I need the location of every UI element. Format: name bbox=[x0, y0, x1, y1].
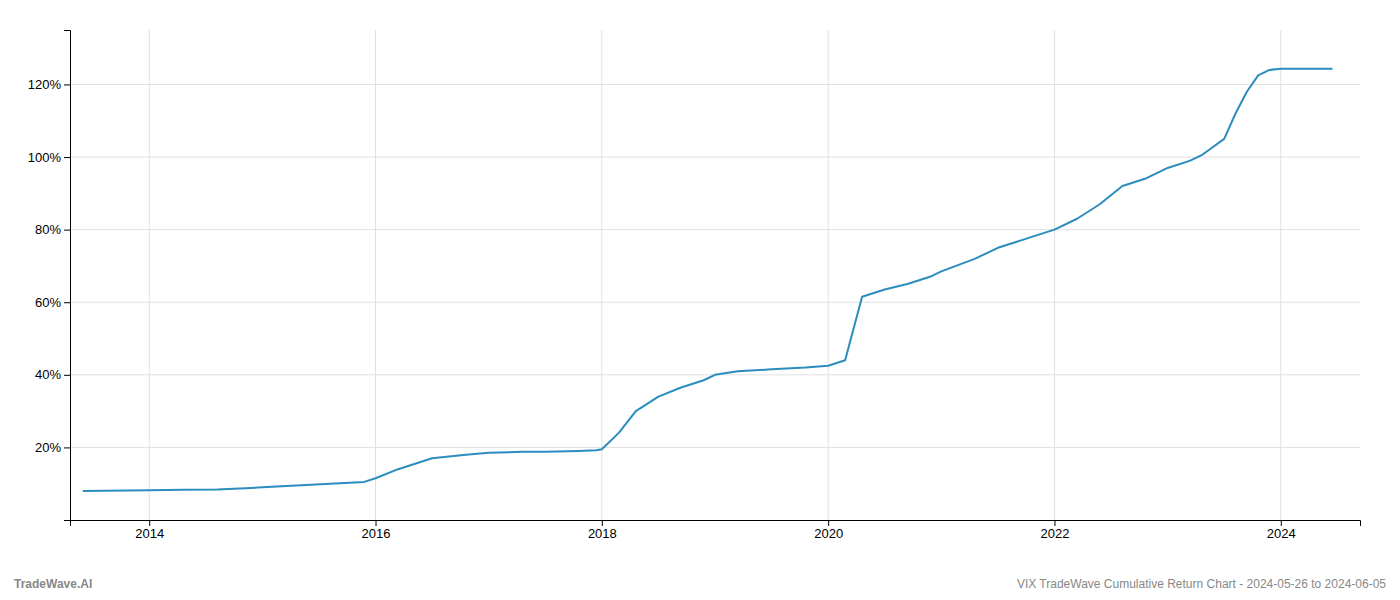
y-tick-label: 80% bbox=[35, 222, 61, 237]
x-tick: 2014 bbox=[135, 520, 164, 541]
title: VIX TradeWave Cumulative Return Chart - … bbox=[1017, 577, 1386, 591]
grid-line-x bbox=[1054, 30, 1055, 520]
y-tick-mark bbox=[64, 302, 70, 303]
x-tick: 2018 bbox=[588, 520, 617, 541]
grid-line-y bbox=[70, 157, 1360, 158]
x-tick-mark bbox=[149, 520, 150, 526]
y-tick-mark bbox=[64, 230, 70, 231]
x-tick: 2022 bbox=[1041, 520, 1070, 541]
y-tick-label: 40% bbox=[35, 367, 61, 382]
x-tick: 2024 bbox=[1267, 520, 1296, 541]
y-tick: 80% bbox=[35, 222, 70, 237]
x-tick: 2020 bbox=[814, 520, 843, 541]
y-axis: 20% 40% 60% 80% 100% 120% bbox=[28, 31, 71, 521]
x-tick-mark bbox=[828, 520, 829, 526]
chart: 2014 2016 2018 2020 2022 2024 20% 40% 60% 80% 100%… bbox=[0, 0, 1400, 600]
x-tick-mark bbox=[602, 520, 603, 526]
plot-area bbox=[84, 69, 1332, 491]
watermark: TradeWave.AI bbox=[14, 577, 92, 591]
y-tick-mark bbox=[64, 84, 70, 85]
x-tick: 2016 bbox=[362, 520, 391, 541]
x-tick-mark bbox=[376, 520, 377, 526]
x-tick-label: 2024 bbox=[1267, 526, 1296, 541]
y-tick-label: 60% bbox=[35, 295, 61, 310]
y-tick-label: 20% bbox=[35, 440, 61, 455]
y-tick-label: 120% bbox=[28, 77, 62, 92]
y-tick: 40% bbox=[35, 367, 70, 382]
x-tick-label: 2022 bbox=[1041, 526, 1070, 541]
x-tick-label: 2014 bbox=[135, 526, 164, 541]
grid-line-y bbox=[70, 229, 1360, 230]
y-tick: 20% bbox=[35, 440, 70, 455]
grid bbox=[70, 30, 1360, 520]
x-tick-label: 2020 bbox=[814, 526, 843, 541]
y-tick: 60% bbox=[35, 295, 70, 310]
footer: TradeWave.AI VIX TradeWave Cumulative Ret… bbox=[14, 577, 1386, 591]
line bbox=[84, 69, 1332, 491]
grid-line-y bbox=[70, 302, 1360, 303]
grid-line-y bbox=[70, 447, 1360, 448]
x-tick-label: 2016 bbox=[362, 526, 391, 541]
grid-line-y bbox=[70, 84, 1360, 85]
y-tick-mark bbox=[64, 157, 70, 158]
x-tick-label: 2018 bbox=[588, 526, 617, 541]
y-tick-mark bbox=[64, 447, 70, 448]
x-axis: 2014 2016 2018 2020 2022 2024 bbox=[71, 520, 1361, 541]
grid-line-x bbox=[601, 30, 602, 520]
y-tick-label: 100% bbox=[28, 150, 62, 165]
y-tick: 100% bbox=[28, 150, 70, 165]
x-tick-mark bbox=[1054, 520, 1055, 526]
axis-line bbox=[71, 521, 1361, 527]
grid-line-x bbox=[149, 30, 150, 520]
x-tick-mark bbox=[1281, 520, 1282, 526]
y-tick-mark bbox=[64, 375, 70, 376]
grid-line-x bbox=[375, 30, 376, 520]
y-tick: 120% bbox=[28, 77, 70, 92]
grid-line-x bbox=[1280, 30, 1281, 520]
grid-line-x bbox=[828, 30, 829, 520]
axis-line bbox=[64, 31, 71, 521]
